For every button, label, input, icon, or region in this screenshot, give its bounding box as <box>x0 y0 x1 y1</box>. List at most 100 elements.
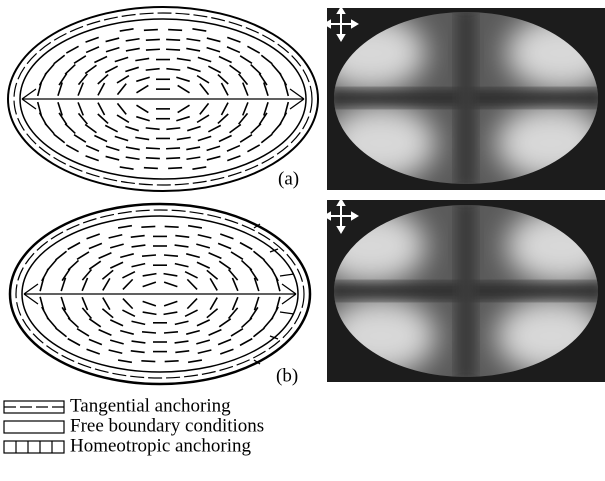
director <box>264 318 273 329</box>
director <box>131 236 145 238</box>
director <box>40 113 47 125</box>
director <box>250 307 258 319</box>
director <box>87 234 100 239</box>
director <box>66 145 78 152</box>
director <box>142 255 156 256</box>
director <box>135 137 149 139</box>
director <box>175 236 189 238</box>
director <box>207 156 221 159</box>
director <box>141 361 155 362</box>
director <box>227 37 240 42</box>
director <box>99 330 112 336</box>
director <box>120 331 134 335</box>
director <box>74 56 86 63</box>
director <box>240 243 252 250</box>
legend-icon-tangential <box>4 401 64 413</box>
director <box>59 113 67 125</box>
director <box>106 156 120 159</box>
director <box>240 339 252 346</box>
director <box>56 328 67 337</box>
director <box>219 319 231 327</box>
legend-label: Free boundary conditions <box>70 415 264 436</box>
director <box>132 245 146 247</box>
director <box>68 243 80 250</box>
director <box>62 269 70 281</box>
director <box>165 226 179 227</box>
director <box>227 47 240 53</box>
director <box>65 124 75 134</box>
director <box>68 339 80 346</box>
director <box>106 38 120 41</box>
director <box>186 147 200 150</box>
director <box>125 127 138 131</box>
figure: (a) (b) Tangential anchoring Free bounda… <box>0 0 605 481</box>
director <box>253 251 264 260</box>
director <box>250 269 258 281</box>
director <box>89 319 101 327</box>
director <box>210 278 217 290</box>
director <box>164 332 178 333</box>
director <box>45 123 54 134</box>
director <box>207 309 218 318</box>
director <box>123 279 133 289</box>
director <box>136 85 148 92</box>
director <box>89 261 101 269</box>
director <box>192 29 206 31</box>
director <box>242 318 252 327</box>
director <box>141 226 155 227</box>
director <box>197 76 209 83</box>
director <box>68 260 78 269</box>
director <box>227 146 240 152</box>
director <box>56 251 67 260</box>
director <box>131 351 145 353</box>
director <box>126 39 140 41</box>
director <box>68 318 78 327</box>
director <box>207 38 221 41</box>
director <box>261 55 272 64</box>
director <box>230 124 241 132</box>
director <box>192 167 206 169</box>
director <box>175 351 189 353</box>
director <box>66 46 78 53</box>
director <box>109 350 123 353</box>
director <box>118 360 132 362</box>
legend-label: Tangential anchoring <box>70 395 231 416</box>
director <box>87 349 100 354</box>
director <box>103 278 110 290</box>
director <box>166 128 180 129</box>
director <box>219 135 232 141</box>
director <box>218 339 231 344</box>
director <box>186 48 200 51</box>
director <box>110 262 123 268</box>
director <box>164 282 177 287</box>
director <box>146 148 160 149</box>
director <box>259 73 267 85</box>
director <box>178 105 190 112</box>
director <box>105 125 117 131</box>
director <box>54 55 65 64</box>
director <box>146 158 160 159</box>
director <box>47 318 56 329</box>
director <box>220 349 233 354</box>
director <box>251 65 261 75</box>
director <box>200 103 209 114</box>
director <box>198 57 211 61</box>
dark-brush-v <box>456 200 476 382</box>
director <box>240 56 252 63</box>
director <box>227 156 240 161</box>
director <box>164 255 178 256</box>
director <box>259 113 267 125</box>
director <box>77 329 89 336</box>
nematic-diagram <box>8 7 318 191</box>
director <box>123 299 133 309</box>
director <box>142 332 156 333</box>
director <box>86 37 99 42</box>
director <box>86 47 99 53</box>
director <box>197 320 210 326</box>
director <box>144 30 158 31</box>
director <box>186 331 200 335</box>
director <box>126 157 140 159</box>
director <box>109 235 123 238</box>
director <box>186 157 200 159</box>
director <box>143 301 156 306</box>
